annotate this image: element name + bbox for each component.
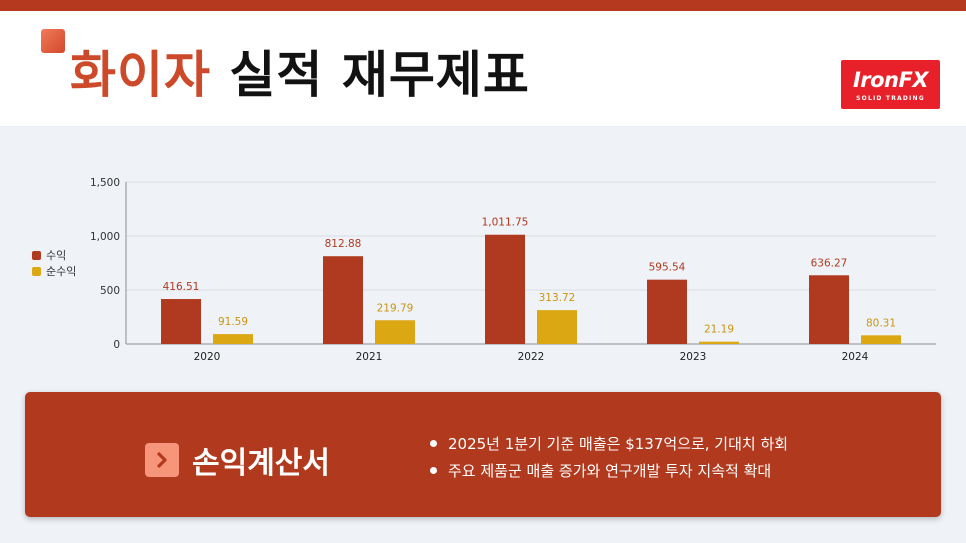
y-tick-label: 500 <box>100 285 120 297</box>
bar <box>699 341 739 344</box>
bar <box>213 334 253 344</box>
bullet-text: 2025년 1분기 기준 매출은 $137억으로, 기대치 하회 <box>448 435 789 453</box>
bar <box>485 234 525 344</box>
title-decoration-square <box>41 29 65 53</box>
data-label: 80.31 <box>866 317 896 329</box>
legend-label-net-income: 순수익 <box>46 265 77 278</box>
page-title-rest: 실적 재무제표 <box>229 46 530 104</box>
x-tick-label: 2024 <box>842 351 869 363</box>
x-tick-label: 2020 <box>194 351 221 363</box>
panel-title: 손익계산서 <box>192 446 330 481</box>
panel-bullet-list: 2025년 1분기 기준 매출은 $137억으로, 기대치 하회 주요 제품군 … <box>430 430 788 484</box>
bar <box>647 279 687 344</box>
legend-swatch-net-income <box>32 266 41 276</box>
bullet-dot-icon <box>430 467 437 474</box>
y-tick-label: 1,000 <box>90 231 120 243</box>
legend-swatch-revenue <box>32 250 41 260</box>
top-accent-bar <box>0 0 966 11</box>
bullet-item: 주요 제품군 매출 증가와 연구개발 투자 지속적 확대 <box>430 457 788 484</box>
bar <box>537 310 577 344</box>
bullet-text: 주요 제품군 매출 증가와 연구개발 투자 지속적 확대 <box>448 462 772 480</box>
logo-tagline: SOLID TRADING <box>856 95 925 102</box>
y-tick-label: 1,500 <box>90 177 120 189</box>
data-label: 595.54 <box>649 262 686 274</box>
bar <box>161 299 201 344</box>
x-tick-label: 2022 <box>518 351 545 363</box>
chart-legend: 수익 순수익 <box>32 247 76 279</box>
x-tick-label: 2021 <box>356 351 383 363</box>
x-tick-label: 2023 <box>680 351 707 363</box>
data-label: 91.59 <box>218 316 248 328</box>
bar <box>861 335 901 344</box>
data-label: 219.79 <box>377 302 414 314</box>
data-label: 21.19 <box>704 324 734 336</box>
ironfx-logo[interactable]: IronFX SOLID TRADING <box>841 60 940 109</box>
data-label: 313.72 <box>539 292 576 304</box>
panel-heading: 손익계산서 <box>145 438 330 482</box>
legend-item-revenue: 수익 <box>32 247 76 263</box>
bar <box>375 320 415 344</box>
data-label: 1,011.75 <box>482 217 529 229</box>
bar <box>323 256 363 344</box>
chevron-right-icon <box>145 443 179 477</box>
bullet-dot-icon <box>430 440 437 447</box>
data-label: 416.51 <box>163 281 200 293</box>
logo-brand: IronFX <box>852 68 929 92</box>
y-tick-label: 0 <box>113 339 120 351</box>
data-label: 636.27 <box>811 257 848 269</box>
page-title: 화이자 실적 재무제표 <box>70 45 530 105</box>
header <box>0 11 966 126</box>
bar <box>809 275 849 344</box>
legend-label-revenue: 수익 <box>46 249 67 262</box>
data-label: 812.88 <box>325 238 362 250</box>
page-title-highlight: 화이자 <box>70 46 211 104</box>
legend-item-net-income: 순수익 <box>32 263 76 279</box>
bar-chart: 0 500 1,000 1,500 416.51 91.59 2020 812.88 219.7… <box>90 177 936 363</box>
bullet-item: 2025년 1분기 기준 매출은 $137억으로, 기대치 하회 <box>430 430 788 457</box>
income-statement-panel: 손익계산서 2025년 1분기 기준 매출은 $137억으로, 기대치 하회 주… <box>25 392 941 517</box>
